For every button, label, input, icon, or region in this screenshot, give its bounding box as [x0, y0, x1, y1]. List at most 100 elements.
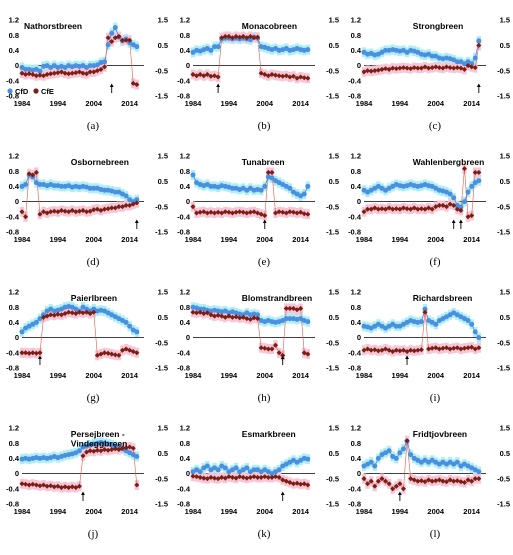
cfe-point: [190, 309, 196, 315]
cfd-point: [383, 47, 389, 53]
year-tick-label: 2004: [85, 507, 103, 516]
cfe-point: [197, 209, 203, 215]
cfe-point: [240, 209, 246, 215]
cfe-point: [283, 305, 289, 312]
right-tick-label: 1.5: [329, 16, 339, 25]
cfd-point: [51, 183, 57, 189]
left-tick-label: -0.4: [6, 212, 20, 221]
cfd-point: [472, 55, 478, 61]
panel-c: 1.2 0.8 0.4 0 -0.4 -0.8 1.5 0.5 -0.5 -1.5 1984 1994…: [348, 16, 510, 132]
cfe-point: [411, 348, 417, 354]
left-tick-label: 0.8: [9, 31, 19, 40]
cfd-point: [418, 319, 424, 325]
cfd-point: [109, 30, 115, 36]
cfd-point: [461, 199, 467, 205]
left-tick-label: -0.8: [348, 92, 361, 101]
cfd-point: [251, 467, 257, 473]
cfd-point: [472, 329, 478, 335]
right-tick-label: -1.5: [326, 228, 339, 237]
right-tick-label: 1.5: [500, 16, 510, 25]
cfe-point: [33, 350, 39, 356]
panel-title: Nathorstbreen: [24, 21, 82, 31]
arrow-head: [458, 219, 463, 223]
cfe-point: [134, 482, 140, 488]
right-tick-label: 1.5: [500, 288, 510, 297]
cfe-point: [382, 478, 389, 484]
cfd-point: [255, 312, 261, 318]
cfe-point: [461, 479, 468, 486]
cfd-point: [208, 47, 214, 53]
left-tick-label: 0.4: [9, 318, 20, 327]
cfe-point: [290, 481, 297, 487]
cfe-point: [415, 478, 421, 484]
left-tick-label: -0.4: [348, 348, 362, 357]
panel-letter: (f): [430, 256, 441, 268]
cfe-point: [372, 68, 378, 74]
cfe-point: [62, 208, 68, 214]
panel-title: Blomstrandbreen: [242, 293, 312, 303]
cfe-point: [215, 312, 221, 318]
left-tick-label: 0: [357, 333, 361, 342]
cfd-point: [476, 38, 482, 44]
year-tick-label: 1994: [221, 99, 239, 108]
right-tick-label: -0.5: [497, 338, 510, 347]
cfd-point: [105, 42, 111, 48]
left-tick-label: -0.4: [177, 212, 191, 221]
cfe-point: [372, 483, 378, 489]
right-tick-label: -0.5: [326, 66, 339, 75]
year-tick-label: 2004: [256, 99, 274, 108]
left-tick-label: 0: [15, 333, 19, 342]
cfd-point: [197, 469, 203, 475]
cfd-point: [102, 59, 108, 65]
cfe-point: [255, 316, 261, 322]
left-tick-label: 1.2: [351, 152, 361, 161]
cfd-point: [476, 178, 482, 184]
cfe-point: [375, 478, 381, 484]
arrow-head: [280, 491, 285, 495]
cfe-point: [76, 208, 82, 214]
left-tick-label: -0.4: [177, 76, 191, 85]
year-tick-label: 1994: [221, 507, 239, 516]
cfe-point: [251, 474, 257, 480]
cfe-point: [262, 474, 268, 480]
cfe-point: [109, 446, 115, 453]
cfe-point: [415, 347, 421, 353]
cfe-point: [116, 352, 122, 358]
panel-title: Persejbreen -: [71, 429, 125, 439]
cfe-point: [58, 207, 65, 214]
cfe-point: [290, 209, 297, 215]
cfd-point: [212, 44, 218, 50]
right-tick-label: 1.5: [158, 152, 168, 161]
cfd-point: [197, 306, 203, 312]
year-tick-label: 1984: [185, 371, 203, 380]
cfe-point: [66, 309, 72, 315]
cfe-point: [269, 474, 275, 480]
legend-cfe-marker: [33, 88, 39, 94]
right-tick-label: -1.5: [155, 92, 168, 101]
left-tick-label: -0.4: [6, 484, 20, 493]
arrow-head: [109, 83, 114, 87]
cfd-point: [37, 68, 43, 74]
right-tick-label: -0.5: [497, 66, 510, 75]
panel-e: 1.2 0.8 0.4 0 -0.4 -0.8 1.5 0.5 -0.5 -1.5 1984 1994…: [177, 152, 339, 268]
left-tick-label: 1.2: [9, 16, 19, 25]
cfd-point: [269, 175, 275, 181]
cfd-point: [476, 469, 482, 475]
right-tick-label: 0.5: [500, 41, 510, 50]
cfe-point: [190, 473, 196, 479]
cfe-point: [69, 70, 75, 76]
cfd-point: [372, 463, 378, 469]
cfd-point: [233, 465, 239, 471]
year-tick-label: 1984: [356, 235, 374, 244]
year-tick-label: 1994: [221, 371, 239, 380]
cfd-point: [287, 185, 293, 191]
cfe-point: [365, 481, 371, 487]
cfe-point: [365, 206, 371, 212]
cfd-point: [208, 183, 214, 189]
cfe-point: [247, 209, 253, 215]
right-tick-label: 1.5: [329, 424, 339, 433]
legend-cfd-label: CfD: [15, 87, 29, 96]
cfe-point: [233, 314, 239, 320]
left-tick-label: -0.4: [177, 484, 191, 493]
